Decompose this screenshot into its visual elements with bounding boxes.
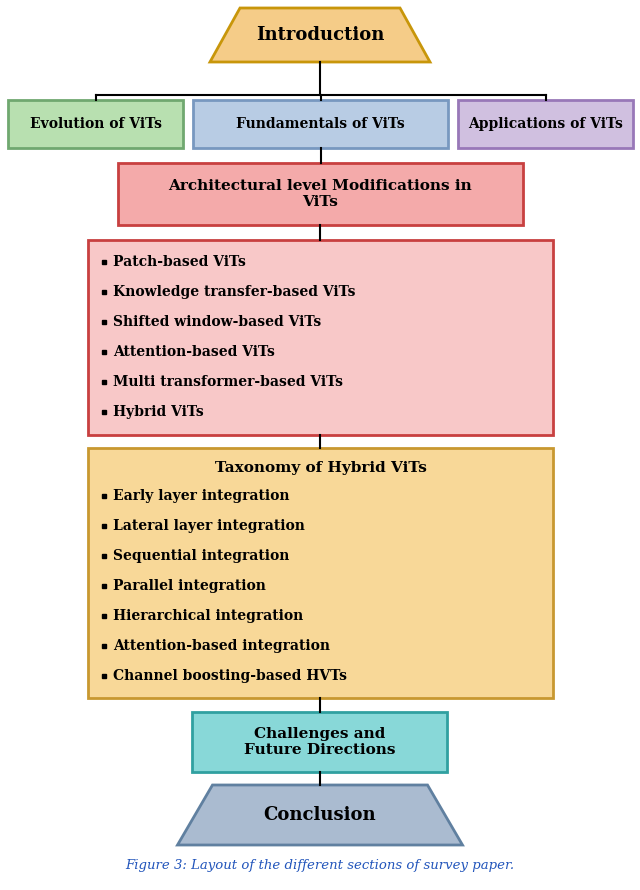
Text: Shifted window-based ViTs: Shifted window-based ViTs [113,315,321,329]
Text: Conclusion: Conclusion [264,806,376,824]
FancyBboxPatch shape [118,163,523,225]
Text: Multi transformer-based ViTs: Multi transformer-based ViTs [113,375,343,389]
FancyBboxPatch shape [88,448,553,698]
Text: Attention-based integration: Attention-based integration [113,639,330,653]
Polygon shape [177,785,463,845]
Text: Attention-based ViTs: Attention-based ViTs [113,345,275,359]
FancyBboxPatch shape [192,712,447,772]
Text: Lateral layer integration: Lateral layer integration [113,519,305,533]
Text: Sequential integration: Sequential integration [113,549,289,563]
Text: Knowledge transfer-based ViTs: Knowledge transfer-based ViTs [113,285,355,299]
Text: Architectural level Modifications in
ViTs: Architectural level Modifications in ViT… [168,179,472,209]
Polygon shape [210,8,430,62]
FancyBboxPatch shape [8,100,183,148]
Text: Hierarchical integration: Hierarchical integration [113,609,303,623]
Text: Introduction: Introduction [256,26,384,44]
FancyBboxPatch shape [88,240,553,435]
Text: Parallel integration: Parallel integration [113,579,266,593]
Text: Patch-based ViTs: Patch-based ViTs [113,255,246,269]
FancyBboxPatch shape [193,100,448,148]
Text: Early layer integration: Early layer integration [113,489,289,503]
Text: Figure 3: Layout of the different sections of survey paper.: Figure 3: Layout of the different sectio… [125,860,515,872]
Text: Evolution of ViTs: Evolution of ViTs [29,117,161,131]
Text: Fundamentals of ViTs: Fundamentals of ViTs [236,117,405,131]
Text: Hybrid ViTs: Hybrid ViTs [113,405,204,419]
Text: Applications of ViTs: Applications of ViTs [468,117,623,131]
Text: Challenges and
Future Directions: Challenges and Future Directions [244,727,396,757]
Text: Taxonomy of Hybrid ViTs: Taxonomy of Hybrid ViTs [214,461,426,475]
Text: Channel boosting-based HVTs: Channel boosting-based HVTs [113,669,347,683]
FancyBboxPatch shape [458,100,633,148]
